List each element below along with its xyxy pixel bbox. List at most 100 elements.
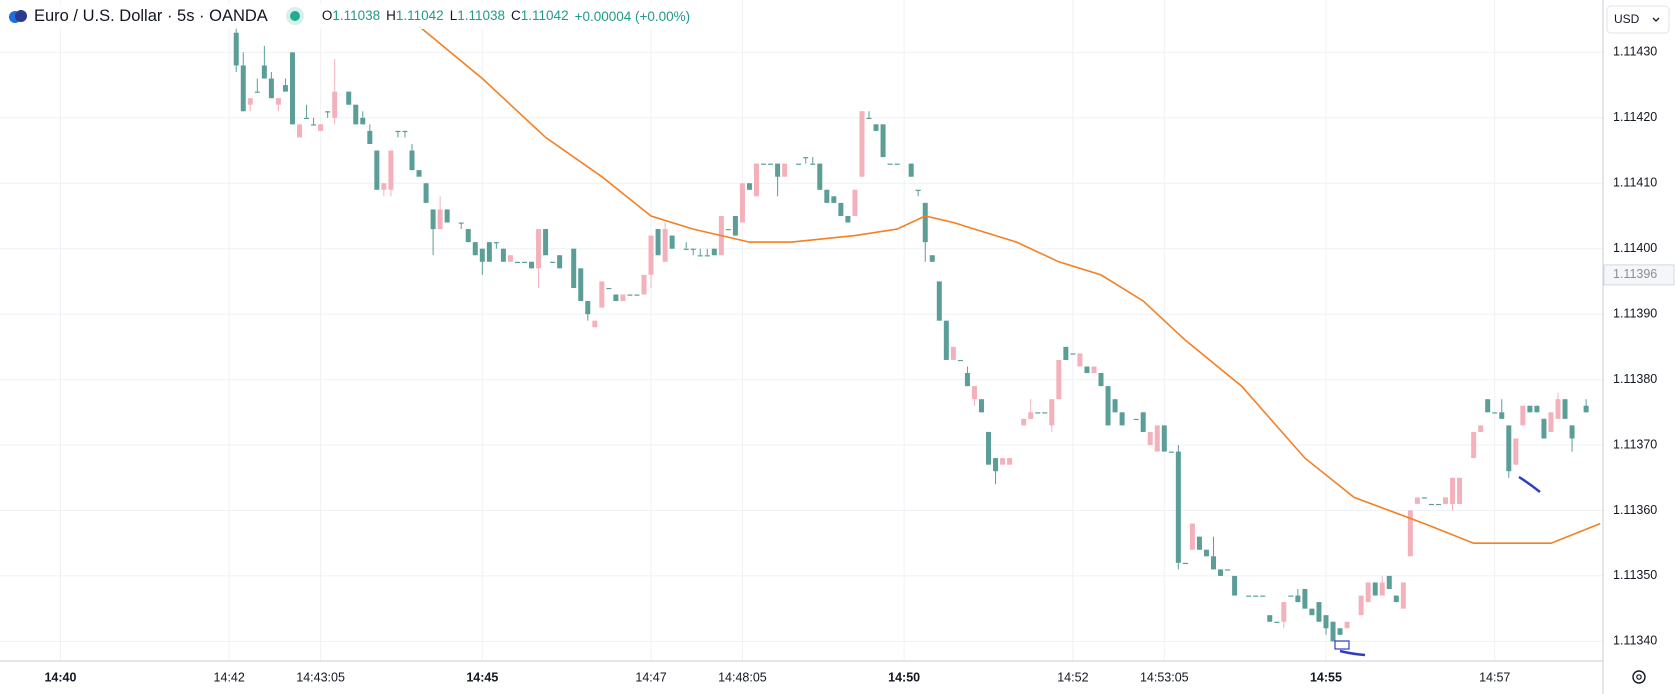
x-tick-label: 14:43:05 (296, 670, 345, 684)
candle-body (1527, 405, 1533, 413)
x-tick-label: 14:42 (214, 670, 245, 684)
candle-body (409, 150, 415, 171)
candle-body (704, 255, 710, 257)
candle-body (950, 346, 956, 360)
candle-body (859, 111, 865, 177)
candle-body (529, 261, 535, 269)
candle-body (606, 287, 612, 290)
candle-body (1161, 425, 1167, 452)
candle-body (318, 124, 324, 131)
candle-body (1084, 366, 1090, 374)
candle-body (817, 163, 823, 190)
candle-body (1421, 497, 1427, 499)
candle-body (500, 248, 506, 262)
candle-body (662, 229, 668, 262)
candle-body (838, 202, 844, 216)
candle-body (922, 202, 928, 243)
candle-body (360, 117, 366, 125)
candle-body (803, 157, 809, 159)
candle-body (627, 294, 633, 296)
drawing-box (1334, 640, 1350, 650)
candle-body (592, 320, 598, 328)
candle-body (866, 117, 872, 120)
candle-body (768, 163, 774, 165)
candle-body (1028, 412, 1034, 419)
candle-body (1168, 451, 1174, 453)
candle-body (1218, 569, 1224, 576)
grid (0, 0, 1603, 661)
candle-body (304, 117, 310, 120)
candle-body (725, 229, 731, 231)
y-tick-label: 1.11430 (1613, 45, 1657, 59)
candle-body (374, 150, 380, 190)
settings-button[interactable] (1632, 670, 1646, 684)
candle-body (599, 281, 605, 308)
candle-body (268, 78, 274, 99)
y-tick-label: 1.11390 (1613, 306, 1657, 320)
candle-body (1063, 346, 1069, 360)
candle-body (880, 124, 886, 158)
candle-body (978, 399, 984, 413)
ohlc-value: 1.11042 (395, 8, 444, 23)
x-tick-label: 14:40 (44, 670, 76, 684)
candle-body (1140, 412, 1146, 432)
x-tick-label: 14:57 (1479, 670, 1510, 684)
candle-body (585, 301, 591, 315)
candle-body (915, 189, 921, 191)
candle-body (1499, 412, 1505, 419)
candle-body (1098, 373, 1104, 387)
y-tick-label: 1.11340 (1613, 634, 1657, 648)
candle-body (683, 248, 689, 250)
candle-body (1471, 431, 1477, 459)
last-price-label: 1.11396 (1613, 267, 1657, 281)
candle-body (1154, 425, 1160, 452)
candle-body (1042, 412, 1048, 414)
candle-body (1330, 621, 1336, 642)
candle-body (669, 235, 675, 249)
candle-body (634, 294, 640, 296)
candle-body (557, 255, 563, 269)
candle-body (332, 91, 338, 118)
x-tick-label: 14:53:05 (1140, 670, 1189, 684)
candle-body (1478, 425, 1484, 432)
ohlc-value: 1.11042 (520, 8, 569, 23)
candle-body (761, 163, 767, 165)
candle-body (936, 281, 942, 321)
candle-body (1133, 418, 1139, 421)
symbol-name[interactable]: Euro / U.S. Dollar · 5s · OANDA (34, 6, 268, 25)
candle-body (1225, 569, 1231, 571)
candle-body (1112, 399, 1118, 413)
currency-button[interactable] (1606, 5, 1670, 34)
candle-body (254, 91, 260, 93)
candle-body (1021, 418, 1027, 426)
candle-body (641, 274, 647, 295)
candle-body (1443, 497, 1449, 504)
candle-body (873, 124, 879, 131)
candle-body (739, 183, 745, 223)
moving-average (418, 25, 1601, 544)
settings-icon (1632, 670, 1646, 684)
candle-body (465, 229, 471, 243)
candle-body (1210, 556, 1216, 570)
candle-body (1548, 412, 1554, 432)
candle-body (353, 104, 359, 125)
candle-body (444, 209, 450, 223)
candle-body (620, 294, 626, 302)
candle-body (993, 458, 999, 472)
candle-body (1457, 477, 1463, 504)
candle-body (1288, 595, 1294, 597)
candle-body (1316, 602, 1322, 622)
candle-body (458, 222, 464, 224)
candle-body (831, 196, 837, 203)
candle-body (325, 111, 331, 113)
symbol-icon (9, 10, 27, 23)
ohlc-key: C (511, 8, 521, 23)
candle-body (472, 242, 478, 256)
candle-body (479, 248, 485, 262)
candle-body (845, 215, 851, 223)
change: +0.00004 (+0.00%) (574, 8, 691, 24)
candle-body (402, 130, 408, 133)
ohlc-key: H (386, 8, 396, 23)
candle-body (964, 373, 970, 387)
candle-body (894, 163, 900, 165)
